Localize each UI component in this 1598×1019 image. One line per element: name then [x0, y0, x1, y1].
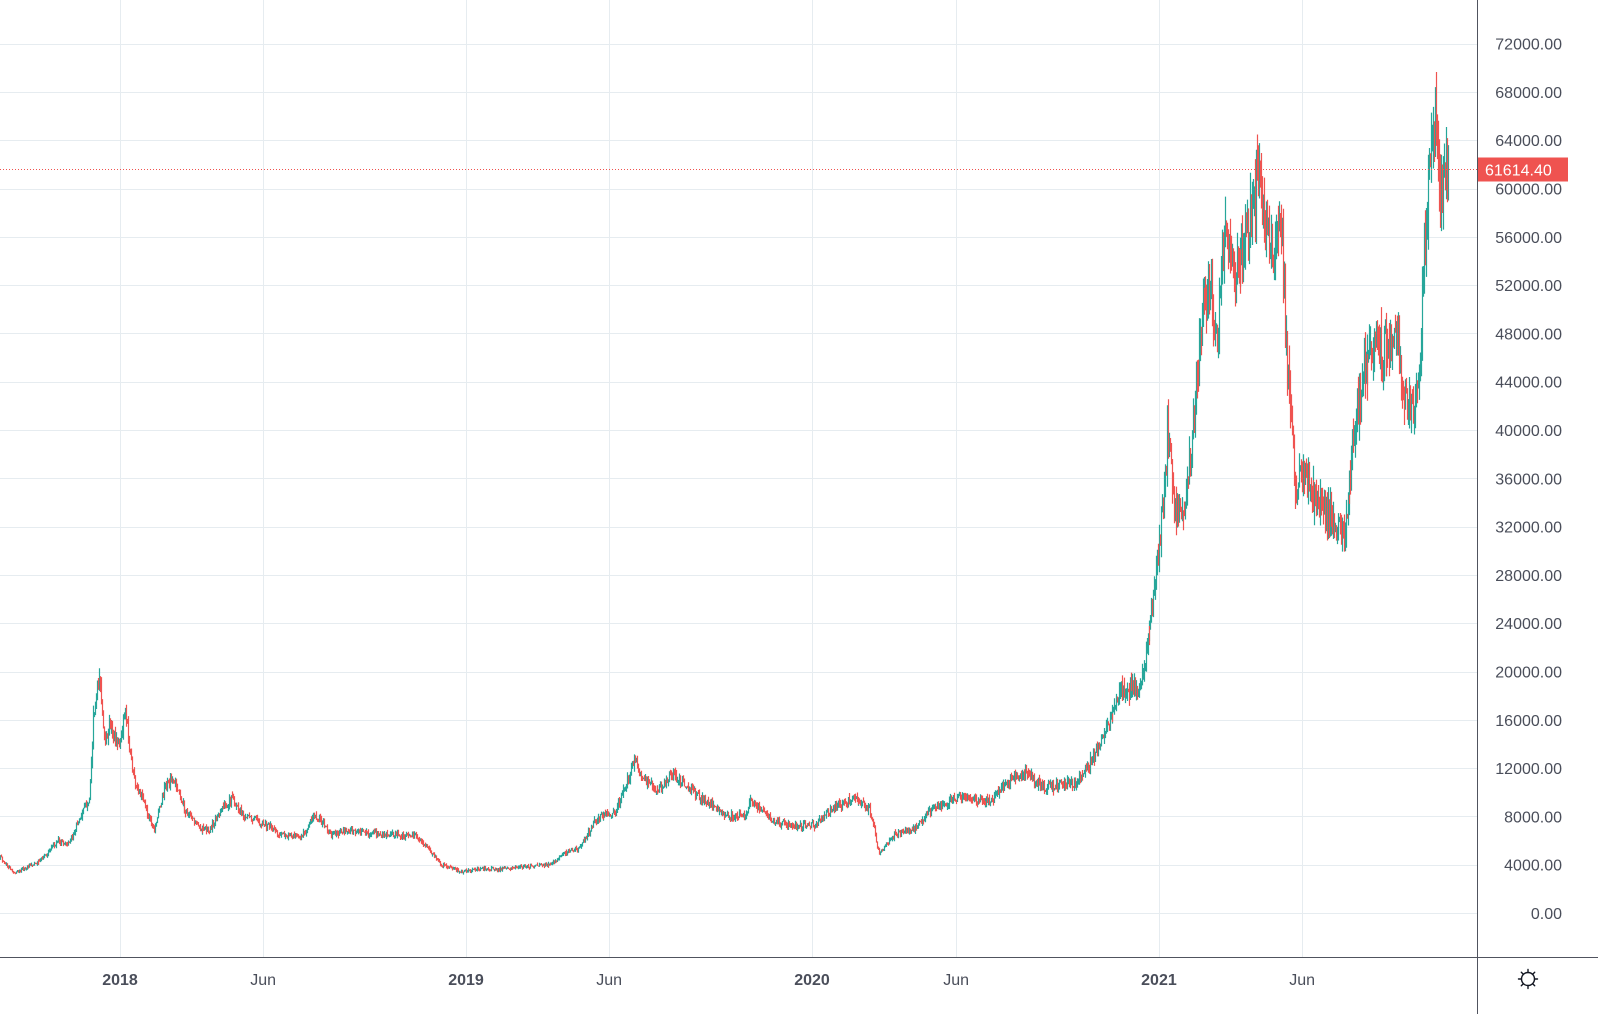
time-tick-label: 2021: [1141, 972, 1177, 989]
chart-settings-button[interactable]: [1514, 965, 1542, 993]
price-tick-label: 48000.00: [1495, 326, 1562, 343]
price-tick-label: 8000.00: [1504, 809, 1562, 826]
down-candles: [0, 72, 1449, 875]
price-tick-label: 36000.00: [1495, 471, 1562, 488]
price-tick-label: 64000.00: [1495, 133, 1562, 150]
gear-icon: [1517, 968, 1539, 990]
price-tick-label: 40000.00: [1495, 423, 1562, 440]
price-tick-label: 32000.00: [1495, 520, 1562, 537]
price-tick-label: 28000.00: [1495, 568, 1562, 585]
price-axis[interactable]: 72000.00 68000.00 64000.00 60000.00 56000.00…: [1495, 37, 1562, 923]
price-tick-label: 52000.00: [1495, 278, 1562, 295]
price-tick-label: 68000.00: [1495, 85, 1562, 102]
price-tick-label: 72000.00: [1495, 37, 1562, 54]
last-price-value: 61614.40: [1485, 163, 1552, 180]
time-tick-label: Jun: [250, 972, 276, 989]
price-tick-label: 0.00: [1531, 906, 1562, 923]
time-tick-label: Jun: [596, 972, 622, 989]
price-tick-label: 16000.00: [1495, 713, 1562, 730]
grid-lines: [0, 0, 1477, 957]
candlestick-series[interactable]: [0, 72, 1450, 875]
price-tick-label: 56000.00: [1495, 230, 1562, 247]
price-tick-label: 20000.00: [1495, 665, 1562, 682]
time-axis[interactable]: 2018 Jun 2019 Jun 2020 Jun 2021 Jun: [102, 972, 1315, 989]
time-tick-label: Jun: [1289, 972, 1315, 989]
price-tick-label: 4000.00: [1504, 858, 1562, 875]
price-tick-label: 60000.00: [1495, 182, 1562, 199]
price-tick-label: 24000.00: [1495, 616, 1562, 633]
time-tick-label: 2018: [102, 972, 138, 989]
time-tick-label: 2019: [448, 972, 484, 989]
up-candles: [0, 87, 1450, 875]
last-price-badge-bg: [1478, 157, 1568, 182]
price-tick-label: 12000.00: [1495, 761, 1562, 778]
time-tick-label: 2020: [794, 972, 830, 989]
last-price-badge: 61614.40: [1478, 157, 1568, 182]
time-tick-label: Jun: [943, 972, 969, 989]
price-tick-label: 44000.00: [1495, 375, 1562, 392]
